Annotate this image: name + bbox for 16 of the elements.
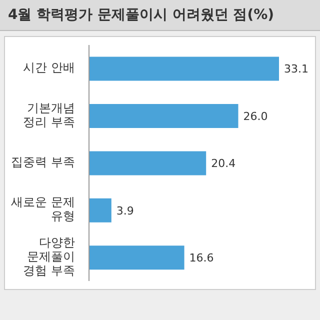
- y-tick-label: 시간 안배: [23, 60, 75, 75]
- bar: [89, 246, 184, 270]
- data-label: 20.4: [211, 157, 236, 170]
- data-label: 33.1: [284, 62, 308, 76]
- y-tick-label: 다양한 문제풀이 경험 부족: [23, 236, 75, 278]
- y-tick-label: 집중력 부족: [11, 155, 75, 170]
- bar: [89, 151, 206, 176]
- data-label: 16.6: [189, 252, 214, 265]
- y-tick-label: 새로운 문제 유형: [11, 195, 75, 224]
- bar: [89, 104, 238, 128]
- y-tick-label: 기본개념 정리 부족: [23, 101, 75, 130]
- chart-title: 4월 학력평가 문제풀이시 어려웠던 점(%): [0, 0, 320, 31]
- data-label: 26.0: [243, 110, 268, 123]
- data-label: 3.9: [116, 204, 134, 218]
- bar: [89, 56, 279, 81]
- bar: [89, 198, 112, 222]
